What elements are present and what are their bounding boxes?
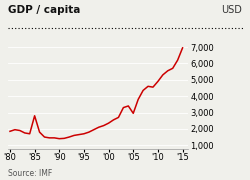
- Text: GDP / capita: GDP / capita: [8, 5, 80, 15]
- Text: USD: USD: [222, 5, 242, 15]
- Text: Source: IMF: Source: IMF: [8, 169, 52, 178]
